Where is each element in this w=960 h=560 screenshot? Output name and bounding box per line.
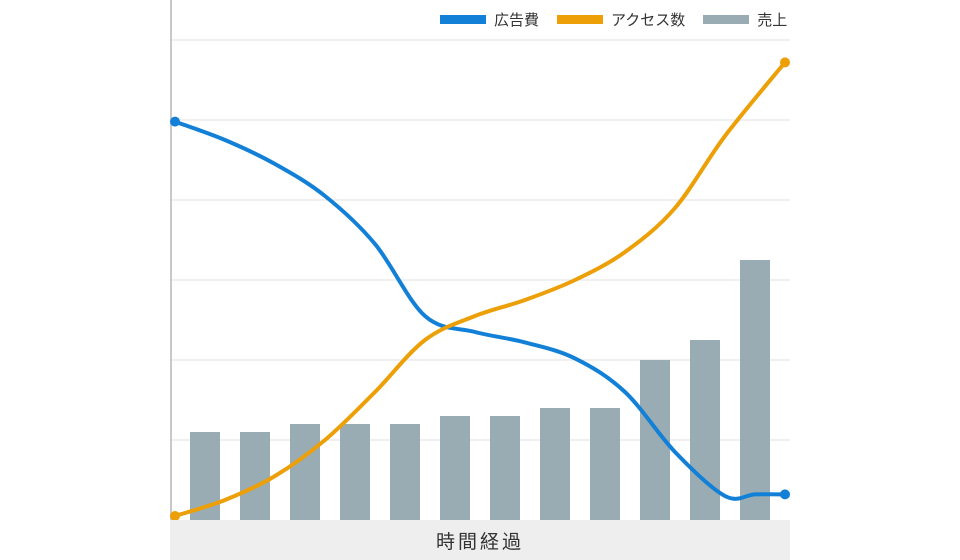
bar-sales-9	[590, 408, 620, 520]
legend-item-ad-cost: 広告費	[440, 9, 539, 30]
line-ad-cost	[173, 119, 787, 501]
bar-sales-4	[340, 424, 370, 520]
bars-series	[190, 260, 770, 520]
point-access-end	[780, 57, 790, 68]
bar-sales-2	[240, 432, 270, 520]
point-ad-cost-start	[170, 116, 180, 127]
legend: 広告費 アクセス数 売上	[440, 9, 805, 30]
x-axis-label: 時間経過	[435, 530, 524, 553]
bar-sales-5	[390, 424, 420, 520]
bar-sales-3	[290, 424, 320, 520]
legend-item-sales: 売上	[703, 9, 787, 30]
bar-sales-8	[540, 408, 570, 520]
line-access	[173, 60, 787, 518]
legend-swatch-ad-cost	[440, 15, 486, 24]
bar-sales-12	[740, 260, 770, 520]
x-axis-band: 時間経過	[170, 520, 790, 560]
legend-swatch-access	[557, 15, 604, 24]
bar-sales-7	[490, 416, 520, 520]
bar-sales-6	[440, 416, 470, 520]
legend-label-sales: 売上	[757, 11, 788, 29]
legend-item-access: アクセス数	[557, 9, 685, 30]
legend-label-ad-cost: 広告費	[494, 11, 540, 29]
lines-series	[170, 57, 790, 521]
bar-sales-11	[690, 340, 720, 520]
legend-label-access: アクセス数	[611, 11, 686, 29]
point-access-start	[170, 511, 180, 521]
legend-swatch-sales	[703, 15, 750, 24]
gridlines	[171, 39, 790, 441]
point-ad-cost-end	[780, 489, 790, 500]
